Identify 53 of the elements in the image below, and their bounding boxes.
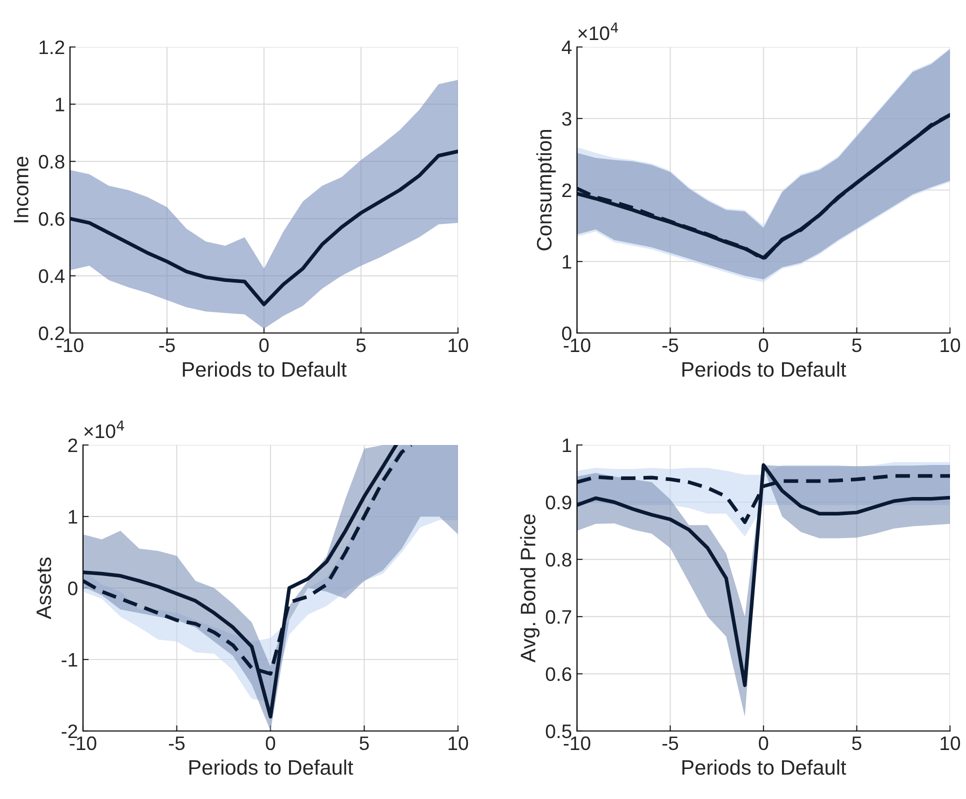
y-tick-label: 1 [68,510,78,524]
x-axis-title: Periods to Default [682,760,846,775]
text: ×10$^{4}$ [578,22,618,40]
x-tick-label: -10 [564,338,590,352]
y-tick-label: 0.5 [546,724,572,738]
y-axis-title: Avg. Bond Price [520,514,540,662]
y-tick-label: 0.7 [546,610,572,624]
y-axis-title: Income [14,156,28,222]
y-tick-label: 0 [562,326,572,340]
y-tick-label: 0.6 [38,212,64,226]
y-axis-title: Consumption [536,130,556,250]
x-tick-label: 10 [940,736,960,750]
y-tick-label: 2 [68,438,78,452]
y-tick-label: 2 [562,183,572,198]
x-tick-label: -5 [168,736,185,750]
x-tick-label: -10 [70,736,96,750]
x-tick-label: -5 [662,736,678,750]
x-axis-title: Periods to Default [682,362,846,377]
y-tick-label: 0.4 [38,269,65,284]
y-tick-label: -1 [62,653,78,667]
y-axis-title: Assets [36,557,52,620]
x-tick-label: 0 [266,736,276,750]
y-tick-label: 0.8 [38,154,64,169]
y-tick-label: 0.9 [546,496,572,510]
y-tick-label: 1 [56,98,64,112]
x-axis-title: Periods to Default [189,760,354,775]
y-tick-label: 0 [68,581,78,596]
x-tick-label: 5 [852,736,862,750]
x-tick-label: 10 [448,736,468,750]
y-tick-label: 3 [562,112,572,126]
x-tick-label: 10 [940,338,960,352]
x-tick-label: -5 [662,338,678,352]
y-tick-label: 1 [562,255,572,269]
y-tick-label: 0.8 [546,552,572,567]
x-tick-label: 0 [758,338,768,352]
x-tick-label: 5 [852,338,862,352]
x-tick-label: -10 [564,736,590,750]
x-tick-label: 5 [356,338,366,352]
y-tick-label: 0.6 [546,667,572,682]
x-tick-label: 10 [448,338,468,352]
text: ×10$^{4}$ [84,420,124,438]
y-tick-label: 0.2 [38,326,64,340]
x-tick-label: 0 [758,736,768,750]
x-tick-label: -5 [159,338,175,352]
y-tick-label: -2 [62,724,78,738]
x-tick-label: 5 [360,736,369,750]
y-tick-label: 4 [562,40,572,54]
y-tick-label: 1.2 [40,40,64,54]
x-axis-title: Periods to Default [182,362,347,377]
x-tick-label: 0 [259,338,269,352]
x-tick-label: -10 [56,338,84,352]
y-tick-label: 1 [562,438,572,452]
line-series [70,150,458,306]
